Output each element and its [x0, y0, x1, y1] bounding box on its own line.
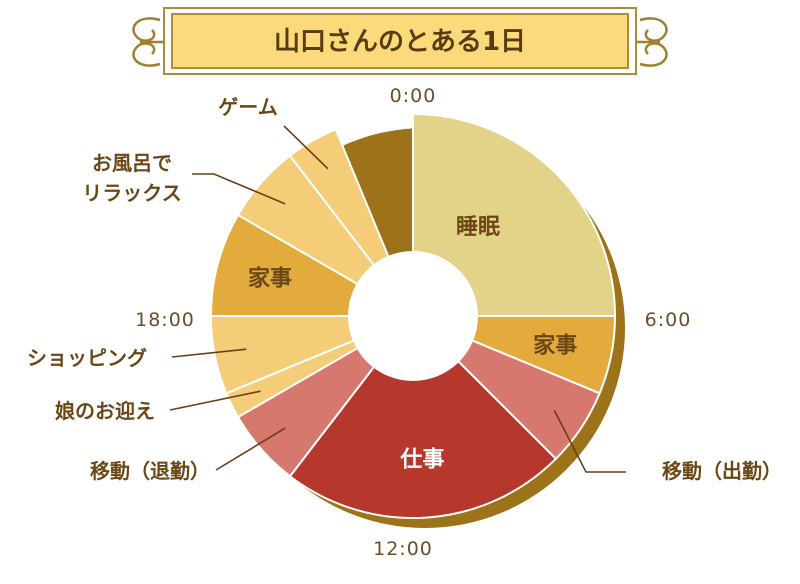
slice-label-9: ゲーム	[218, 95, 277, 119]
tick-label-1: 6:00	[645, 309, 692, 331]
slice-label-0: 睡眠	[456, 215, 500, 240]
slice-label-8: お風呂でリラックス	[82, 151, 181, 205]
title-banner: 山口さんのとある1日	[132, 7, 668, 75]
leader-line-9	[283, 125, 329, 170]
tick-label-0: 0:00	[390, 85, 437, 107]
banner-inner	[171, 13, 629, 69]
slice-label-1: 家事	[533, 332, 577, 358]
leader-line-8	[192, 173, 286, 205]
chart-title: 山口さんのとある1日	[274, 27, 526, 57]
slice-label-4: 移動（退勤）	[90, 459, 210, 483]
tick-label-3: 18:00	[135, 309, 195, 331]
slice-3	[288, 314, 558, 519]
tick-label-2: 12:00	[373, 538, 433, 560]
banner-right-flourish	[632, 17, 668, 67]
banner-left-flourish	[132, 17, 168, 67]
slice-label-5: 娘のお迎え	[55, 399, 155, 423]
slice-label-3: 仕事	[399, 447, 444, 473]
slice-label-6: ショッピング	[27, 346, 147, 370]
slice-label-2: 移動（出勤）	[662, 459, 782, 483]
slice-label-7: 家事	[248, 266, 292, 292]
leader-line-2	[553, 410, 626, 473]
slice-0	[412, 112, 617, 317]
leader-line-6	[171, 348, 247, 358]
donut	[209, 112, 625, 528]
time-tick-labels: 0:00 6:00 12:00 18:00	[135, 85, 692, 560]
donut-hole	[348, 251, 478, 381]
leader-line-5	[169, 390, 261, 411]
leader-line-4	[215, 427, 286, 471]
